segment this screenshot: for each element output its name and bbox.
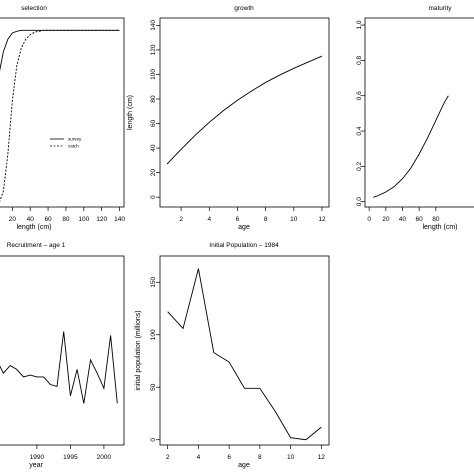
x-tick-label: 2 bbox=[179, 216, 183, 223]
y-axis-label: initial population (millions) bbox=[135, 310, 142, 390]
legend-label: catch bbox=[68, 144, 79, 149]
y-tick-label: 0.0 bbox=[356, 197, 363, 206]
y-tick-label: 0.4 bbox=[356, 126, 363, 135]
x-axis-label: age bbox=[238, 224, 250, 231]
series-line-survey bbox=[0, 29, 120, 72]
y-tick-label: 40 bbox=[150, 144, 157, 152]
chart-title: growth bbox=[234, 5, 254, 12]
x-tick-label: 1990 bbox=[30, 454, 45, 461]
x-tick-label: 40 bbox=[399, 216, 407, 223]
x-tick-label: 2 bbox=[166, 454, 170, 461]
x-tick-label: 100 bbox=[78, 216, 89, 223]
plot-frame bbox=[0, 17, 125, 208]
x-tick-label: 120 bbox=[96, 216, 107, 223]
x-tick-label: 140 bbox=[114, 216, 125, 223]
plot-frame bbox=[159, 255, 330, 446]
y-tick-label: 60 bbox=[150, 120, 157, 128]
series-line-catch bbox=[0, 29, 120, 202]
x-axis-label: age bbox=[238, 462, 250, 469]
y-tick-label: 100 bbox=[150, 329, 157, 340]
x-tick-label: 12 bbox=[318, 216, 326, 223]
x-tick-label: 80 bbox=[62, 216, 70, 223]
x-tick-label: 0 bbox=[367, 216, 371, 223]
chart-title: maturity bbox=[428, 5, 452, 12]
y-axis-label: length (cm) bbox=[127, 95, 134, 130]
x-tick-label: 20 bbox=[9, 216, 17, 223]
panel-maturity: maturity length (cm) 0 20 40 60 80 0.0 0.2 0.4 0.6… bbox=[356, 5, 474, 231]
x-tick-label: 40 bbox=[27, 216, 35, 223]
series-line-recruitment-0 bbox=[0, 331, 118, 404]
x-tick-label: 80 bbox=[432, 216, 440, 223]
x-tick-label: 8 bbox=[264, 216, 268, 223]
x-tick-label: 60 bbox=[416, 216, 424, 223]
x-tick-label: 2000 bbox=[97, 454, 112, 461]
y-tick-label: 1.0 bbox=[356, 20, 363, 29]
y-tick-label: 150 bbox=[150, 276, 157, 287]
y-tick-label: 0 bbox=[150, 438, 157, 442]
x-tick-label: 10 bbox=[290, 216, 298, 223]
x-tick-label: 20 bbox=[382, 216, 390, 223]
series-line-maturity-0 bbox=[373, 95, 449, 198]
y-tick-label: 140 bbox=[150, 20, 157, 31]
y-tick-label: 0.6 bbox=[356, 91, 363, 100]
plot-frame bbox=[159, 17, 330, 208]
series-line-initial_population-0 bbox=[167, 268, 322, 441]
x-tick-label: 8 bbox=[258, 454, 262, 461]
legend-label: survey bbox=[68, 137, 82, 142]
x-tick-label: 6 bbox=[236, 216, 240, 223]
y-tick-label: 0.2 bbox=[356, 161, 363, 170]
y-tick-label: 0 bbox=[150, 195, 157, 199]
x-axis-label: length (cm) bbox=[16, 224, 51, 231]
chart-title: Recruitment – age 1 bbox=[7, 242, 66, 249]
chart-title: Initial Population – 1984 bbox=[209, 242, 279, 249]
plot-frame bbox=[0, 255, 125, 446]
x-tick-label: 4 bbox=[207, 216, 211, 223]
plot-frame bbox=[364, 17, 474, 208]
x-tick-label: 60 bbox=[44, 216, 52, 223]
x-tick-label: 1995 bbox=[63, 454, 78, 461]
y-tick-label: 80 bbox=[150, 95, 157, 103]
y-tick-label: 0.8 bbox=[356, 55, 363, 64]
x-tick-label: 10 bbox=[287, 454, 295, 461]
x-tick-label: 12 bbox=[318, 454, 326, 461]
x-axis-label: year bbox=[29, 462, 43, 469]
y-tick-label: 20 bbox=[150, 169, 157, 177]
x-tick-label: 4 bbox=[197, 454, 201, 461]
x-axis-label: length (cm) bbox=[422, 224, 457, 231]
x-tick-label: 6 bbox=[227, 454, 231, 461]
y-tick-label: 50 bbox=[150, 383, 157, 391]
panel-initial-population: Initial Population – 1984 age 2 4 6 8 10 12 0 50 1… bbox=[135, 242, 330, 469]
y-tick-label: 100 bbox=[150, 69, 157, 80]
chart-title: selection bbox=[21, 5, 47, 12]
y-tick-label: 120 bbox=[150, 44, 157, 55]
series-line-growth-0 bbox=[166, 55, 323, 165]
